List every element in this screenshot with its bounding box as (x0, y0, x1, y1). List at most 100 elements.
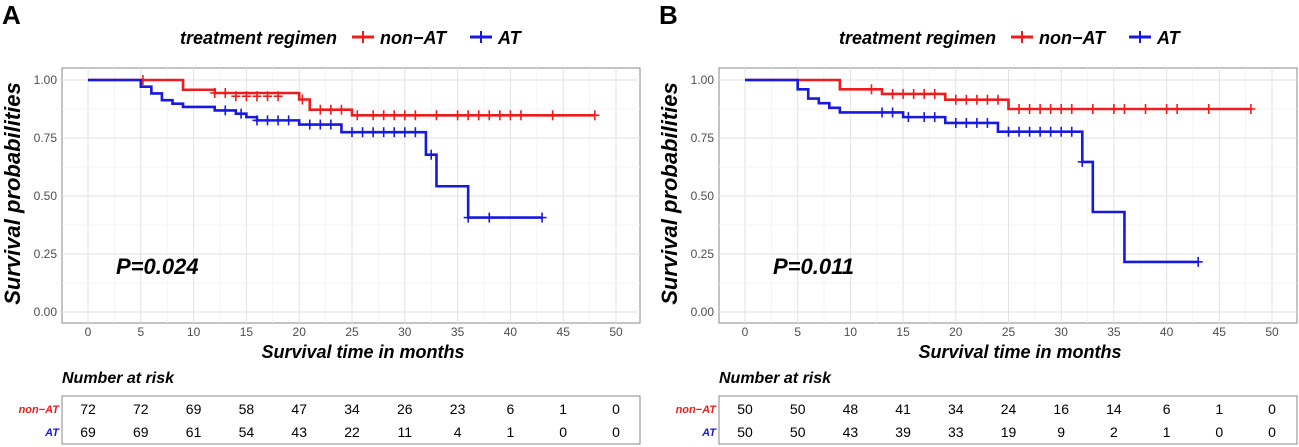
censor-mark (495, 110, 505, 121)
legend-item-at: AT (1129, 28, 1182, 48)
risk-row-label: non−AT (676, 404, 718, 416)
censor-mark (426, 149, 436, 160)
series-at (88, 78, 547, 223)
censor-mark (400, 127, 410, 138)
risk-cell: 47 (291, 401, 307, 417)
risk-cell: 43 (843, 424, 859, 440)
risk-table-title: Number at risk (719, 370, 832, 387)
censor-mark (590, 110, 600, 121)
censor-mark (297, 94, 307, 105)
risk-row-at: AT 50 50 43 39 33 19 9 2 1 0 0 (701, 424, 1276, 440)
censor-mark (379, 110, 389, 121)
censor-mark (993, 94, 1003, 105)
risk-cell: 34 (948, 401, 964, 417)
x-tick-label: 30 (1055, 325, 1069, 339)
censor-mark (1162, 104, 1172, 114)
censor-mark (326, 119, 336, 130)
survival-curve (88, 78, 595, 117)
censor-mark (1119, 104, 1129, 114)
censor-mark (358, 127, 368, 138)
legend: treatment regimen non−AT AT (180, 28, 523, 48)
risk-cell: 50 (790, 401, 806, 417)
y-tick-label: 0.00 (34, 305, 58, 319)
risk-cell: 50 (737, 424, 753, 440)
legend-label: non−AT (380, 28, 448, 48)
risk-cell: 69 (80, 424, 96, 440)
censor-mark (1109, 104, 1119, 114)
risk-cell: 1 (507, 424, 515, 440)
risk-cell: 24 (1001, 401, 1017, 417)
risk-cell: 34 (344, 401, 360, 417)
censor-mark (368, 127, 378, 138)
censor-mark (484, 212, 494, 223)
censor-mark (400, 110, 410, 121)
censor-mark (1193, 256, 1203, 267)
risk-cell: 22 (344, 424, 360, 440)
risk-cell: 43 (291, 424, 307, 440)
legend-label: AT (1156, 28, 1182, 48)
risk-cell: 41 (895, 401, 911, 417)
risk-table-frame (61, 395, 641, 445)
censor-mark (1067, 126, 1077, 137)
y-tick-label: 0.75 (691, 131, 715, 145)
risk-cell: 0 (1215, 424, 1223, 440)
risk-cell: 72 (133, 401, 149, 417)
x-tick-label: 25 (1002, 325, 1016, 339)
y-tick-label: 1.00 (691, 73, 715, 87)
p-value-annotation: P=0.024 (116, 254, 199, 279)
censor-mark (220, 87, 230, 98)
risk-row-label: AT (44, 427, 60, 439)
x-tick-label: 40 (504, 325, 518, 339)
risk-cell: 6 (1163, 401, 1171, 417)
risk-cell: 11 (398, 424, 413, 440)
censor-mark (263, 91, 273, 102)
risk-cell: 23 (450, 401, 466, 417)
x-tick-label: 50 (1265, 325, 1279, 339)
legend: treatment regimen non−AT AT (839, 28, 1182, 48)
x-tick-label: 45 (1213, 325, 1227, 339)
risk-cell: 48 (843, 401, 859, 417)
censor-mark (305, 119, 315, 130)
risk-cell: 0 (612, 424, 620, 440)
x-axis-title: Survival time in months (918, 342, 1121, 362)
legend-title: treatment regimen (839, 28, 996, 48)
risk-table-frame (718, 395, 1298, 445)
risk-row-non-at: non−AT 72 72 69 58 47 34 26 23 6 1 0 (19, 401, 621, 417)
risk-cell: 54 (239, 424, 255, 440)
risk-cell: 69 (133, 424, 149, 440)
y-tick-label: 1.00 (34, 73, 58, 87)
risk-cell: 0 (612, 401, 620, 417)
x-tick-label: 40 (1160, 325, 1174, 339)
censor-mark (919, 88, 929, 99)
censor-mark (1035, 126, 1045, 137)
censor-mark (1172, 104, 1182, 114)
risk-row-label: non−AT (19, 404, 61, 416)
censor-mark (930, 112, 940, 123)
censor-mark (231, 91, 241, 102)
y-tick-label: 0.00 (691, 305, 715, 319)
censor-mark (982, 94, 992, 105)
censor-mark (537, 212, 547, 223)
censor-mark (252, 115, 262, 126)
risk-cell: 69 (186, 401, 202, 417)
risk-cell: 19 (1001, 424, 1017, 440)
legend-item-at: AT (470, 28, 523, 48)
censor-mark (273, 115, 283, 126)
censor-mark (930, 88, 940, 99)
censor-mark (951, 94, 961, 105)
censor-mark (548, 110, 558, 121)
censor-mark (1056, 126, 1066, 137)
censor-mark (888, 88, 898, 99)
censor-mark (368, 110, 378, 121)
censor-mark (236, 108, 246, 119)
censor-mark (326, 104, 336, 115)
censor-mark (263, 115, 273, 126)
censor-mark (888, 107, 898, 118)
censor-mark (951, 117, 961, 128)
risk-cell: 1 (559, 401, 567, 417)
risk-cell: 9 (1057, 424, 1065, 440)
censor-mark (484, 110, 494, 121)
